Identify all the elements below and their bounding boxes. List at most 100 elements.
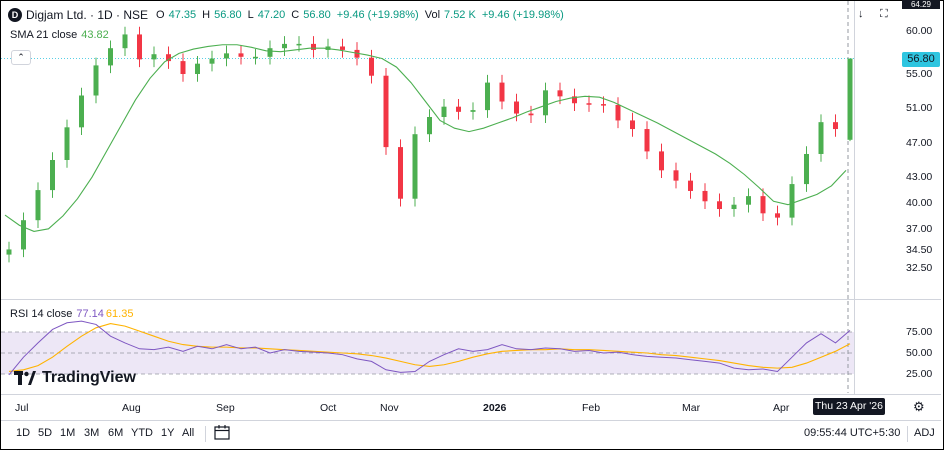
scroll-to-latest-icon[interactable]: ↓ [858,8,864,20]
time-axis-label: Aug [122,402,141,414]
low-value: 47.20 [257,9,286,21]
time-axis-label: 2026 [483,402,507,414]
toolbar-separator [205,426,206,442]
candle-body [470,110,476,112]
high-value: 56.80 [214,9,242,21]
candle-body [151,54,157,60]
last-price-tag: 56.80 [902,51,940,67]
symbol-title[interactable]: Digjam Ltd. · 1D · NSE [26,8,149,22]
candle-body [441,106,447,117]
candle-body [195,63,200,74]
rsi-legend[interactable]: RSI 14 close 77.14 61.35 [10,308,133,320]
date-range-calendar-icon[interactable] [214,425,230,443]
adjust-button[interactable]: ADJ [914,427,935,439]
candle-body [267,48,273,57]
fullscreen-icon[interactable]: ⛶ [880,8,888,20]
time-axis-label: Nov [380,402,399,414]
candle-body [688,180,693,191]
rsi-label: RSI 14 close [10,308,73,320]
price-axis-tick: 34.50 [906,244,933,257]
time-axis-label: Apr [773,402,790,414]
timeframe-button-6m[interactable]: 6M [108,427,124,439]
price-axis-tick: 43.00 [906,171,933,184]
candle-body [180,61,186,74]
candle-body [847,58,853,140]
candle-body [601,104,606,106]
candle-body [354,49,360,58]
candle-body [122,34,128,49]
candle-body [702,190,708,202]
candle-body [804,153,809,185]
candle-body [746,196,751,205]
symbol-badge[interactable]: D [8,8,22,22]
candle-body [514,101,519,114]
candle-body [528,113,534,116]
candle-body [311,43,316,50]
timeframe-button-ytd[interactable]: YTD [131,427,153,439]
rsi-axis-tick: 50.00 [906,347,933,359]
candle-body [615,104,621,121]
candle-body [209,58,215,64]
timeframe-button-5d[interactable]: 5D [38,427,53,439]
toolbar-divider [1,420,941,421]
clock-timezone[interactable]: 09:55:44 UTC+5:30 [804,427,901,439]
tradingview-logo[interactable]: TradingView [14,369,136,387]
price-pane[interactable] [1,1,854,299]
low-label: L [247,9,254,21]
candle-body [253,56,258,59]
rsi-line [8,320,851,376]
settings-gear-icon[interactable]: ⚙ [913,399,925,414]
price-axis-tick: 37.00 [906,222,933,235]
rsi-axis-tick: 25.00 [906,368,933,380]
candle-body [21,220,26,250]
candle-body [673,170,679,181]
candle-body [456,106,461,112]
candle-body [644,129,650,152]
timeframe-button-1y[interactable]: 1Y [161,427,175,439]
volume-value: 7.52 K [444,9,476,21]
candle-body [833,122,838,130]
timeframe-button-3m[interactable]: 3M [84,427,100,439]
open-value: 47.35 [168,9,197,21]
candle-body [818,122,824,154]
toolbar-separator [907,426,908,442]
price-chart-svg[interactable] [1,1,854,299]
candle-body [282,43,287,49]
pane-divider[interactable] [1,299,941,300]
timeframe-button-1d[interactable]: 1D [16,427,31,439]
tradingview-logo-text: TradingView [42,369,136,386]
close-label: C [291,9,300,21]
close-value: 56.80 [303,9,331,21]
volume-change: +9.46 (+19.98%) [481,9,564,21]
candle-body [760,196,766,214]
time-axis-label: Feb [582,402,601,414]
candle-body [543,90,548,116]
time-axis-label: Mar [682,402,701,414]
candle-body [427,117,432,135]
candle-body [50,160,55,191]
symbol-legend: D Digjam Ltd. · 1D · NSE O 47.35 H 56.80 L… [8,8,566,22]
collapse-legend-button[interactable]: ⌃ [11,50,31,65]
price-axis-tick: 47.00 [906,136,933,149]
candle-body [412,134,418,199]
sma-label: SMA 21 close [10,29,78,41]
candle-body [383,75,389,148]
candle-body [35,190,41,221]
price-axis-tick: 60.00 [906,25,933,37]
high-label: H [202,9,211,21]
bottom-toolbar: 1D 5D 1M 3M 6M YTD 1Y All 09:55:44 UTC+5:30 ADJ [1,421,941,447]
candle-body [572,96,577,104]
rsi-pane[interactable] [1,301,854,393]
sma-legend[interactable]: SMA 21 close 43.82 [10,29,109,41]
rsi-chart-svg[interactable] [1,301,854,393]
tradingview-logo-icon [14,371,36,385]
candle-body [789,184,795,218]
rsi-ma-line [8,323,851,373]
calendar-icon [214,425,230,440]
timeframe-button-all[interactable]: All [182,427,195,439]
timeframe-button-1m[interactable]: 1M [60,427,76,439]
candle-body [630,120,635,130]
price-axis-tick: 55.00 [906,68,933,80]
price-axis-tick: 51.00 [906,102,933,115]
rsi-ma-value: 61.35 [105,308,134,320]
